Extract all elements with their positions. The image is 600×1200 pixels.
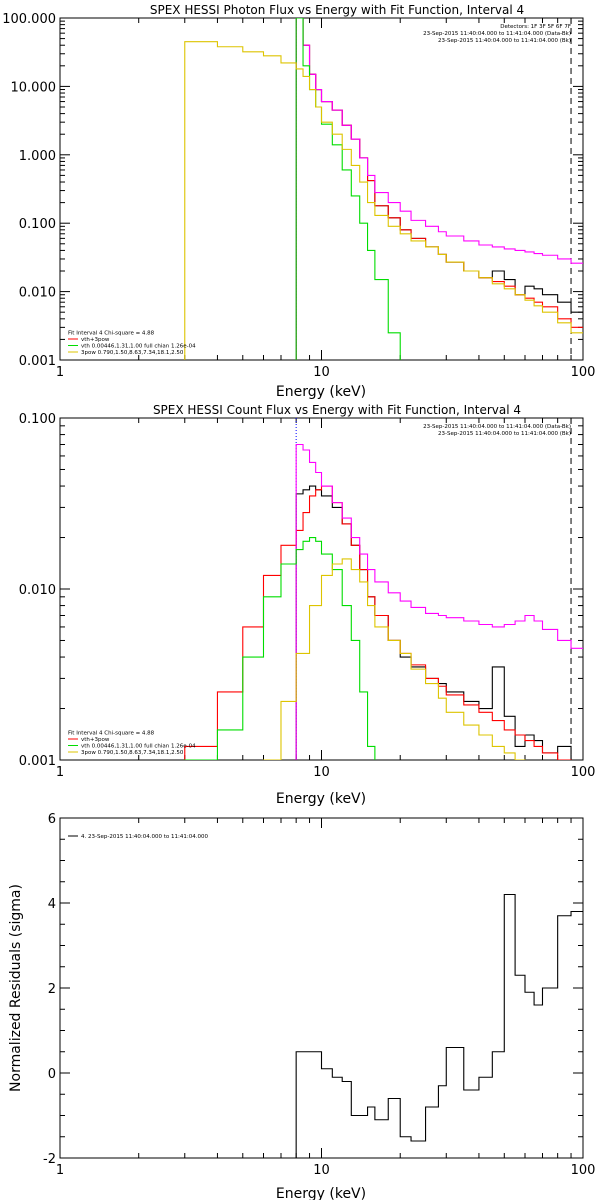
count-flux-series-line [295, 443, 583, 760]
residuals-plot-area: 1 10 100 -2 0 2 4 6 4. 23-Sep-2015 11:40:04.000 … [43, 812, 596, 1178]
count-flux-series-line [262, 558, 526, 760]
photon-flux-x-tick-label: 100 [571, 365, 596, 380]
count-flux-legend-label: 3pow 0.790,1.50,8.63,7.34,18.1,2.50 [81, 750, 184, 756]
count-flux-panel: SPEX HESSI Count Flux vs Energy with Fit… [19, 403, 596, 807]
residuals-x-tick-label: 100 [571, 1163, 596, 1178]
photon-flux-legend-label: 3pow 0.790,1.50,8.63,7.34,18.1,2.50 [81, 350, 184, 356]
photon-flux-y-tick-label: 10.000 [11, 80, 57, 95]
residuals-x-axis-label: Energy (keV) [276, 1186, 366, 1200]
count-flux-x-tick-label: 1 [56, 765, 64, 780]
count-flux-plot-area: 1 10 100 0.001 0.010 0.100 23-Sep-2015 11:40:0… [19, 412, 596, 780]
photon-flux-series-line [295, 18, 583, 360]
photon-flux-header-line: 23-Sep-2015 11:40:04.000 to 11:41:04.000… [438, 38, 571, 44]
count-flux-series-line [295, 485, 583, 760]
residuals-y-axis-label: Normalized Residuals (sigma) [8, 884, 24, 1092]
count-flux-legend-label: vth 0.00446,1.31,1.00 full chian 1.26e-0… [81, 744, 196, 750]
count-flux-x-axis-label: Energy (keV) [276, 791, 366, 807]
photon-flux-y-tick-label: 1.000 [19, 149, 56, 164]
photon-flux-series-line [184, 41, 583, 360]
photon-flux-x-tick-label: 10 [313, 365, 330, 380]
count-flux-y-tick-label: 0.100 [19, 412, 56, 427]
count-flux-x-ticks: 1 10 100 [56, 418, 596, 780]
residuals-legend-label: 4. 23-Sep-2015 11:40:04.000 to 11:41:04.… [81, 834, 208, 840]
residuals-panel: 1 10 100 -2 0 2 4 6 4. 23-Sep-2015 11:40:04.000 … [8, 812, 595, 1200]
count-flux-x-tick-label: 100 [571, 765, 596, 780]
residuals-x-ticks: 1 10 100 [56, 818, 596, 1178]
residuals-y-tick-label: 4 [48, 897, 56, 912]
residuals-series-line [295, 893, 583, 1158]
residuals-y-tick-label: 2 [48, 982, 56, 997]
photon-flux-legend: Fit Interval 4 Chi-square = 4.88vth+3pow… [68, 331, 196, 356]
residuals-x-tick-label: 1 [56, 1163, 64, 1178]
photon-flux-plot-area: 1 10 100 0.001 0.010 0.100 1.000 10.000 100.000 D… [2, 12, 596, 380]
photon-flux-title: SPEX HESSI Photon Flux vs Energy with Fi… [150, 3, 524, 17]
photon-flux-y-tick-label: 0.001 [19, 354, 56, 369]
photon-flux-header-line: Detectors: 1F 3F 5F 6F 7F [500, 24, 571, 30]
photon-flux-header-line: 23-Sep-2015 11:40:04.000 to 11:41:04.000… [423, 31, 571, 37]
photon-flux-y-tick-label: 0.100 [19, 217, 56, 232]
photon-flux-legend-label: vth+3pow [81, 337, 110, 343]
count-flux-y-tick-label: 0.010 [19, 583, 56, 598]
photon-flux-legend-label: vth 0.00446,1.31,1.00 full chian 1.26e-0… [81, 344, 196, 350]
count-flux-header-line: 23-Sep-2015 11:40:04.000 to 11:41:04.000… [438, 431, 571, 437]
photon-flux-legend-header: Fit Interval 4 Chi-square = 4.88 [68, 331, 155, 337]
photon-flux-y-ticks: 0.001 0.010 0.100 1.000 10.000 100.000 [2, 12, 583, 369]
count-flux-legend-header: Fit Interval 4 Chi-square = 4.88 [68, 731, 155, 737]
residuals-legend: 4. 23-Sep-2015 11:40:04.000 to 11:41:04.… [68, 834, 208, 840]
count-flux-series-line [184, 485, 572, 760]
count-flux-legend: Fit Interval 4 Chi-square = 4.88vth+3pow… [68, 731, 196, 756]
photon-flux-y-tick-label: 0.010 [19, 286, 56, 301]
photon-flux-series-line [295, 18, 583, 360]
count-flux-series-line [184, 536, 376, 760]
count-flux-y-ticks: 0.001 0.010 0.100 [19, 412, 583, 769]
count-flux-y-tick-label: 0.001 [19, 754, 56, 769]
count-flux-header-line: 23-Sep-2015 11:40:04.000 to 11:41:04.000… [423, 424, 571, 430]
residuals-y-tick-label: 6 [48, 812, 56, 827]
photon-flux-x-tick-label: 1 [56, 365, 64, 380]
count-flux-x-tick-label: 10 [313, 765, 330, 780]
photon-flux-x-axis-label: Energy (keV) [276, 384, 366, 400]
residuals-y-tick-label: 0 [48, 1067, 56, 1082]
count-flux-legend-label: vth+3pow [81, 737, 110, 743]
photon-flux-y-tick-label: 100.000 [2, 12, 56, 27]
residuals-y-ticks: -2 0 2 4 6 [43, 812, 583, 1167]
photon-flux-panel: SPEX HESSI Photon Flux vs Energy with Fi… [2, 3, 596, 400]
photon-flux-series-line [295, 18, 583, 360]
photon-flux-x-ticks: 1 10 100 [56, 18, 596, 380]
residuals-y-tick-label: -2 [43, 1152, 56, 1167]
residuals-x-tick-label: 10 [313, 1163, 330, 1178]
count-flux-title: SPEX HESSI Count Flux vs Energy with Fit… [153, 403, 521, 417]
photon-flux-plot-frame [59, 17, 584, 361]
